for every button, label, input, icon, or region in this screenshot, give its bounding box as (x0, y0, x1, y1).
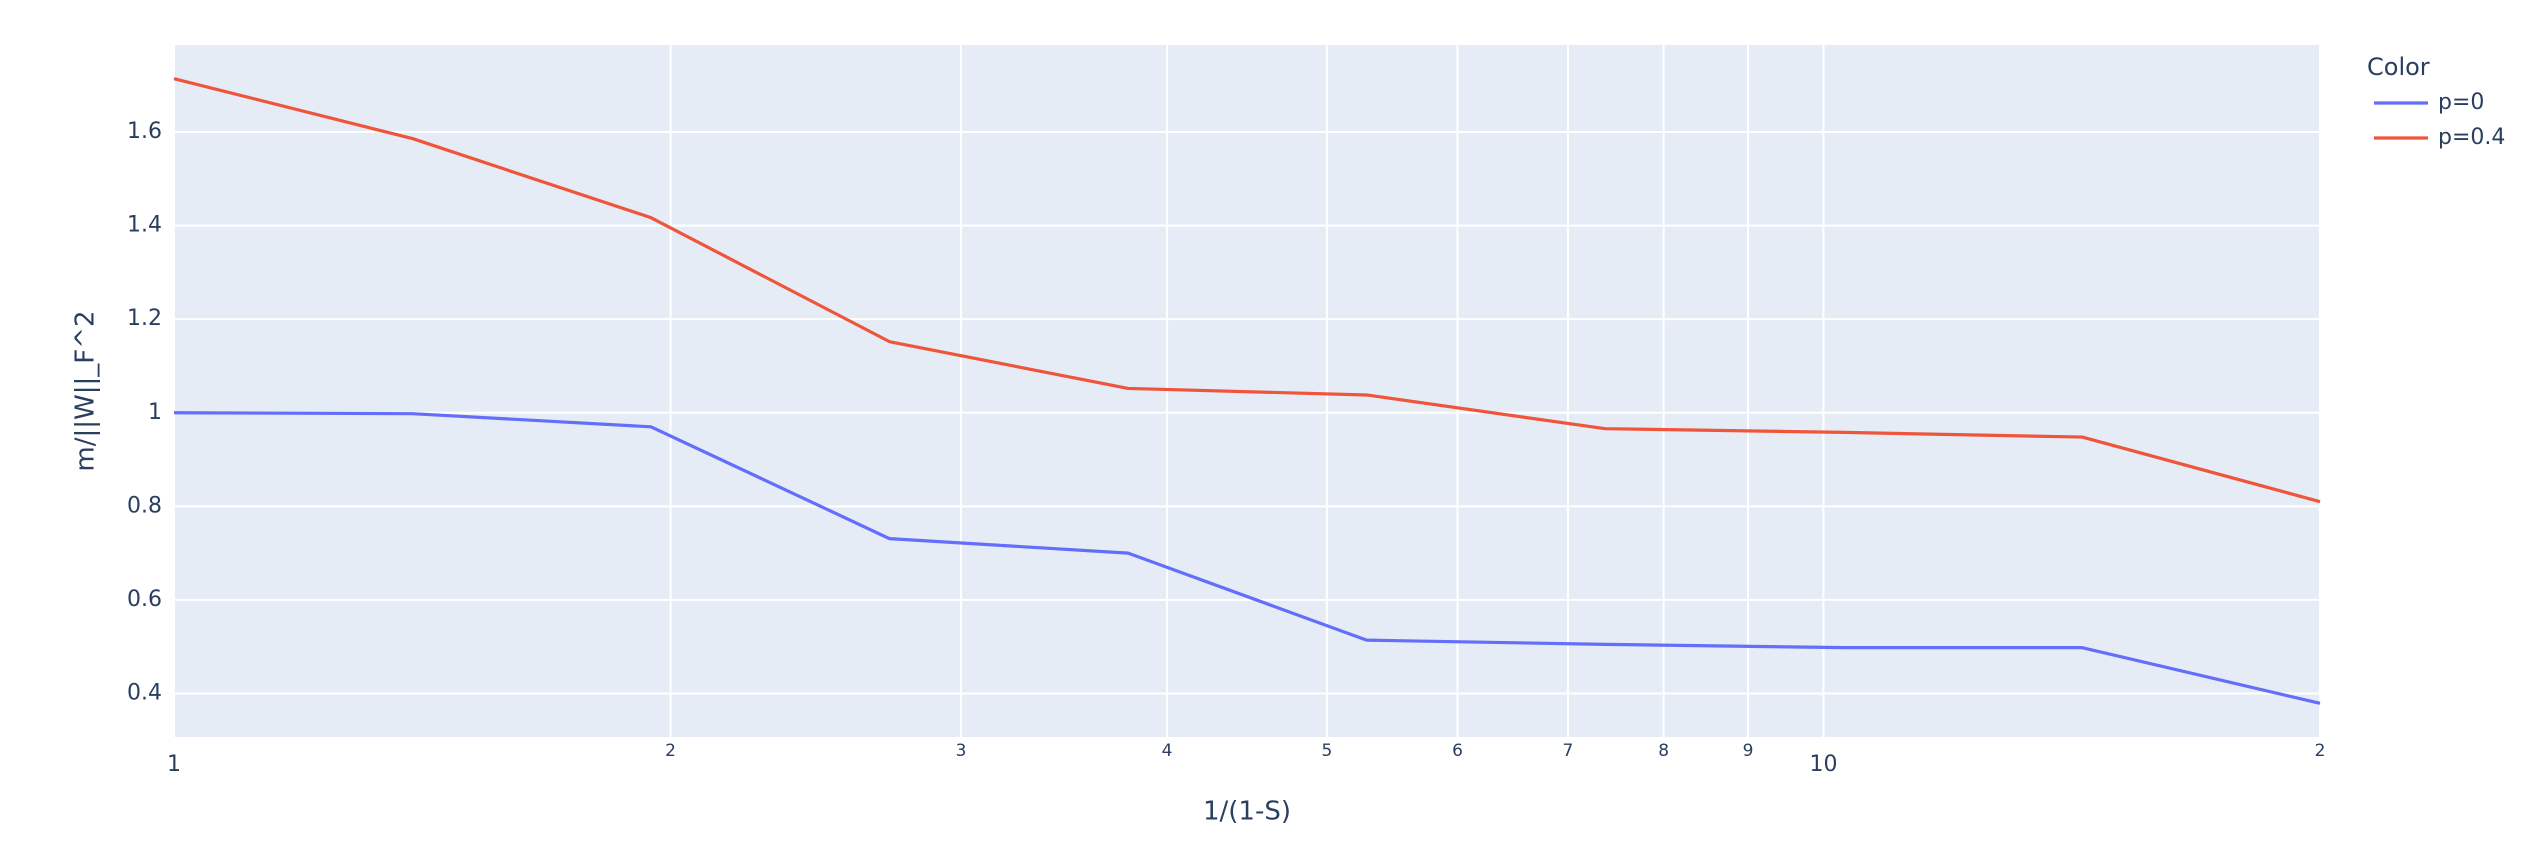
x-tick-label: 7 (1563, 741, 1574, 761)
y-axis-title: m/||W||_F^2 (71, 310, 101, 471)
x-tick-label: 1 (167, 752, 181, 777)
y-tick-label: 1.2 (127, 306, 162, 331)
legend-label: p=0.4 (2438, 125, 2505, 150)
x-tick-label: 5 (1322, 741, 1333, 761)
x-tick-label: 3 (956, 741, 967, 761)
x-tick-label: 6 (1452, 741, 1463, 761)
x-tick-label: 2 (2315, 741, 2326, 761)
y-tick-label: 0.6 (127, 587, 162, 612)
y-tick-label: 1.6 (127, 119, 162, 144)
x-tick-label: 4 (1162, 741, 1173, 761)
y-tick-label: 0.8 (127, 493, 162, 518)
y-tick-label: 0.4 (127, 680, 162, 705)
y-tick-label: 1.4 (127, 213, 162, 238)
y-tick-label: 1 (148, 400, 162, 425)
x-tick-label: 9 (1743, 741, 1754, 761)
x-tick-label: 2 (665, 741, 676, 761)
x-axis-title: 1/(1-S) (1203, 797, 1291, 827)
legend-title: Color (2367, 53, 2430, 81)
x-tick-label: 10 (1809, 752, 1837, 777)
x-tick-label: 8 (1658, 741, 1669, 761)
legend-label: p=0 (2438, 90, 2484, 115)
line-series (173, 77, 2321, 504)
line-series (173, 411, 2321, 705)
